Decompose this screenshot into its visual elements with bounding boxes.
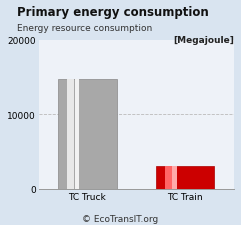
Bar [172, 166, 177, 189]
Text: Primary energy consumption: Primary energy consumption [17, 6, 209, 19]
Bar [165, 166, 172, 189]
Text: © EcoTransIT.org: © EcoTransIT.org [82, 214, 159, 223]
Bar [156, 166, 214, 189]
Bar [75, 80, 79, 189]
Text: Energy resource consumption: Energy resource consumption [17, 24, 152, 33]
Bar [67, 80, 74, 189]
Bar [58, 80, 117, 189]
Text: [Megajoule]: [Megajoule] [173, 36, 234, 45]
